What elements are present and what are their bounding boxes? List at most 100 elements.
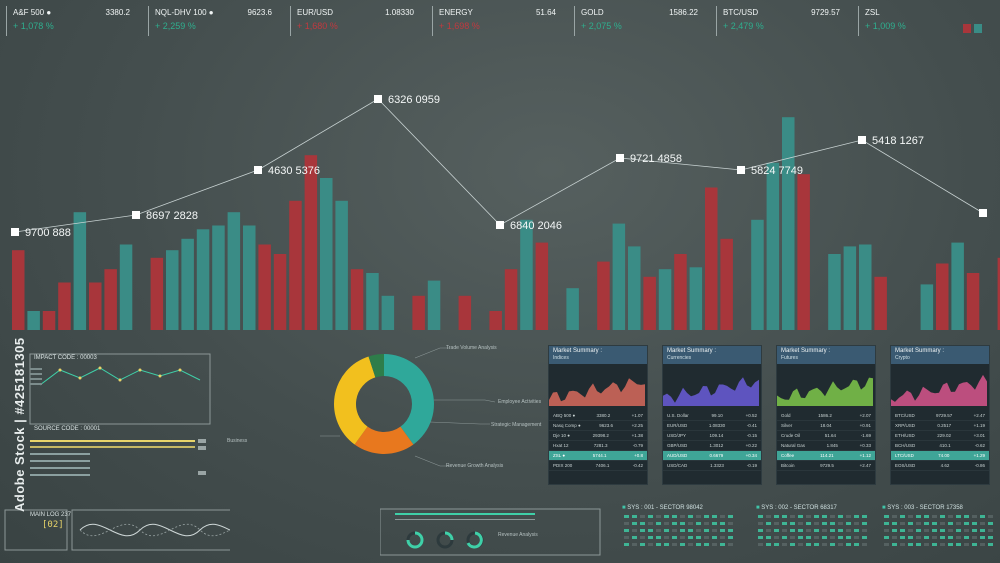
chart-bar xyxy=(966,273,980,330)
ms-row-value: 1586.2 xyxy=(818,413,832,418)
ms-row[interactable]: EOS/USD 4.62 -0.86 xyxy=(891,461,989,471)
ms-row-change: +0.8 xyxy=(634,453,643,458)
ms-row[interactable]: Silver 18.04 +0.91 xyxy=(777,421,875,431)
ms-row-change: -0.15 xyxy=(746,433,757,438)
impact-panel-frame xyxy=(29,353,211,425)
status-red-icon xyxy=(963,24,971,33)
log-panel-frame xyxy=(4,509,68,551)
ms-row[interactable]: Coffee 114.21 +1.12 xyxy=(777,451,875,461)
ms-row[interactable]: EUR/USD 1.08330 -0.41 xyxy=(663,421,761,431)
donut-segment[interactable] xyxy=(384,354,434,445)
ms-row[interactable]: USD/CAD 1.3323 -0.19 xyxy=(663,461,761,471)
ms-row-change: +0.33 xyxy=(859,443,871,448)
ms-row-change: -0.41 xyxy=(746,423,757,428)
donut-segment[interactable] xyxy=(368,354,384,378)
sys-grid xyxy=(758,515,867,546)
ticker-item[interactable]: ENERGY 51.64 + 1,698 % xyxy=(432,6,570,36)
ticker-item[interactable]: NQL-DHV 100 ● 9623.6 + 2,259 % xyxy=(148,6,286,36)
chart-marker[interactable] xyxy=(858,136,866,144)
ms-row[interactable]: BTC/USD 9729.57 +2.47 xyxy=(891,411,989,421)
donut-leader-line xyxy=(320,435,340,437)
chart-bar xyxy=(859,244,872,330)
ms-row-value: 114.21 xyxy=(820,453,834,458)
ms-row[interactable]: Gold 1586.2 +2.07 xyxy=(777,411,875,421)
ticker-item[interactable]: EUR/USD 1.08330 + 1,680 % xyxy=(290,6,428,36)
ms-sparkline xyxy=(549,378,645,406)
chart-marker[interactable] xyxy=(616,154,624,162)
ms-row-change: +0.34 xyxy=(745,453,757,458)
market-summary-card[interactable]: Market Summary : Futures Gold 1586.2 +2.07 Si… xyxy=(776,345,876,485)
chart-bar xyxy=(520,219,533,330)
ms-spark-area xyxy=(777,377,873,406)
chart-marker[interactable] xyxy=(132,211,140,219)
chart-marker[interactable] xyxy=(496,221,504,229)
donut-segment[interactable] xyxy=(334,356,376,445)
ticker-item[interactable]: BTC/USD 9729.57 + 2,479 % xyxy=(716,6,854,36)
ms-row-change: +1.19 xyxy=(973,423,985,428)
ms-row-name: GBP/USD xyxy=(667,443,688,448)
chart-bar xyxy=(504,269,518,330)
ms-row[interactable]: Hxat 12 7281.3 -0.79 xyxy=(549,441,647,451)
ms-row[interactable]: U.S. Dollar 99.10 +0.52 xyxy=(663,411,761,421)
ms-row[interactable]: GBP/USD 1.3012 +0.22 xyxy=(663,441,761,451)
ms-row-change: +0.91 xyxy=(859,423,871,428)
sys-panel: ■ SYS : 003 - SECTOR 17358 xyxy=(882,505,994,553)
chart-marker[interactable] xyxy=(979,209,987,217)
ms-row[interactable]: LTC/USD 74.00 +1.29 xyxy=(891,451,989,461)
ms-row-change: -0.42 xyxy=(632,463,643,468)
ms-spark-area xyxy=(891,374,987,406)
chart-marker[interactable] xyxy=(11,228,19,236)
chart-bar xyxy=(628,246,641,330)
ticker-value: 1586.22 xyxy=(669,8,698,17)
ms-row-change: +2.25 xyxy=(631,423,643,428)
chart-bar xyxy=(150,257,164,330)
market-summary-card[interactable]: Market Summary : Currencies U.S. Dollar 99.… xyxy=(662,345,762,485)
donut-segment[interactable] xyxy=(354,426,414,454)
ms-row[interactable]: ETH/USD 229.02 +3.01 xyxy=(891,431,989,441)
ms-row[interactable]: Nasq Comp ● 9623.6 +2.25 xyxy=(549,421,647,431)
ms-row[interactable]: Dje 10 ● 29398.2 +1.38 xyxy=(549,431,647,441)
ms-row[interactable]: USD/JPY 109.14 -0.15 xyxy=(663,431,761,441)
ms-row[interactable]: XRP/USD 0.2517 +1.19 xyxy=(891,421,989,431)
chart-marker[interactable] xyxy=(374,95,382,103)
chart-bar xyxy=(751,219,764,330)
chart-marker-label: 8697 2828 xyxy=(146,210,198,222)
main-log-value: [02] xyxy=(42,520,64,530)
market-summary-card[interactable]: Market Summary : Crypto BTC/USD 9729.57 +2.4… xyxy=(890,345,990,485)
ms-row[interactable]: ZSL ● 5744.1 +0.8 xyxy=(549,451,647,461)
chart-bar xyxy=(843,246,857,330)
ticker-item[interactable]: A&F 500 ● 3380.2 + 1,078 % xyxy=(6,6,144,36)
ms-row[interactable]: Bitcoin 9729.5 +2.47 xyxy=(777,461,875,471)
ms-row-change: +3.01 xyxy=(973,433,985,438)
ms-row-value: 74.00 xyxy=(938,453,950,458)
market-summary-card[interactable]: Market Summary : Indices ABQ 500 ● 3380.2 +1… xyxy=(548,345,648,485)
chart-marker[interactable] xyxy=(254,166,262,174)
ms-row[interactable]: PDIX 200 7406.1 -0.42 xyxy=(549,461,647,471)
ms-row-name: PDIX 200 xyxy=(553,463,573,468)
ms-row[interactable]: AUD/USD 0.6679 +0.34 xyxy=(663,451,761,461)
ms-row-value: 229.02 xyxy=(937,433,952,438)
chart-bar xyxy=(720,238,733,330)
chart-bar xyxy=(535,242,549,330)
chart-bar xyxy=(73,212,87,330)
wave-panel-frame xyxy=(71,509,230,551)
market-summary-title: Market Summary : Currencies xyxy=(663,346,761,364)
ms-row[interactable]: Natural Gas 1.845 +0.33 xyxy=(777,441,875,451)
ms-sparkline xyxy=(663,377,759,406)
ms-row[interactable]: Crude Oil 51.64 -1.69 xyxy=(777,431,875,441)
ms-subtitle: Indices xyxy=(553,355,569,361)
chart-bar xyxy=(104,269,117,330)
status-teal-icon xyxy=(974,24,982,33)
ticker-item[interactable]: GOLD 1586.22 + 2,075 % xyxy=(574,6,712,36)
ms-row[interactable]: BCH/USD 410.1 -0.62 xyxy=(891,441,989,451)
chart-bar xyxy=(273,254,287,330)
chart-marker[interactable] xyxy=(737,166,745,174)
stock-watermark: Adobe Stock | #425181305 xyxy=(12,337,27,512)
ticker-bar: A&F 500 ● 3380.2 + 1,078 % NQL-DHV 100 ● 962… xyxy=(0,0,1000,38)
chart-bar xyxy=(828,254,841,330)
ms-row-name: Nasq Comp ● xyxy=(553,423,581,428)
ms-row-value: 9623.6 xyxy=(599,423,614,428)
ticker-item[interactable]: ZSL + 1,009 % xyxy=(858,6,996,36)
ms-row[interactable]: ABQ 500 ● 3380.2 +1.07 xyxy=(549,411,647,421)
chart-marker-label: 4630 5376 xyxy=(268,165,320,177)
